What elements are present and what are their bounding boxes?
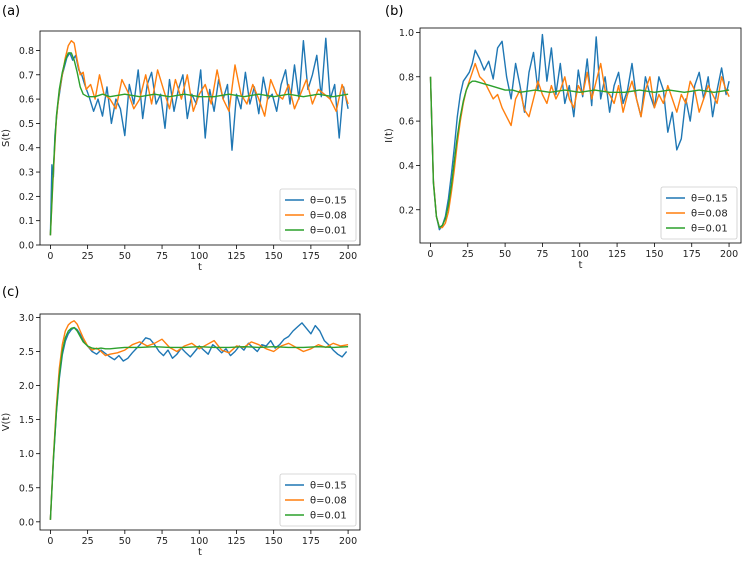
x-tick-label: 200 [720, 249, 738, 260]
x-axis-label: t [579, 260, 583, 271]
y-tick-label: 0.0 [19, 241, 34, 252]
x-tick-label: 125 [227, 251, 245, 262]
y-tick-label: 1.0 [19, 449, 34, 460]
x-tick-label: 0 [47, 251, 53, 262]
x-tick-label: 125 [227, 536, 245, 547]
legend-label: θ=0.01 [691, 224, 728, 235]
y-tick-label: 1.0 [399, 28, 414, 39]
y-tick-label: 0.0 [19, 517, 34, 528]
legend: θ=0.15 θ=0.08 θ=0.01 [660, 186, 738, 240]
series-line-3 [49, 326, 349, 520]
chart-panel-1: (a) 0 25 50 75 100 125 150 175 200 0.0 0.1 0.2 0.3 0.4… [1, 4, 361, 273]
legend-box [279, 188, 357, 242]
x-tick-label: 175 [302, 251, 320, 262]
y-tick-label: 0.5 [19, 483, 34, 494]
series-group [49, 37, 349, 236]
legend: θ=0.15 θ=0.08 θ=0.01 [279, 188, 357, 242]
x-tick-label: 25 [462, 249, 474, 260]
x-tick-label: 0 [47, 536, 53, 547]
x-axis-label: t [198, 547, 202, 558]
y-tick-label: 0.7 [19, 70, 34, 81]
x-tick-label: 175 [683, 249, 701, 260]
x-tick-label: 150 [265, 251, 283, 262]
series-line-2 [49, 320, 349, 520]
x-tick-label: 200 [339, 251, 357, 262]
x-tick-label: 75 [156, 251, 168, 262]
x-tick-label: 0 [427, 249, 433, 260]
panel-label: (a) [2, 4, 20, 19]
chart-panel-3: (c) 0 25 50 75 100 125 150 175 200 0.0 0.5 1.0 1.5 2.0… [1, 285, 361, 558]
legend-label: θ=0.01 [310, 511, 347, 522]
series-line-2 [49, 40, 349, 236]
x-axis-label: t [198, 262, 202, 273]
x-tick-label: 25 [82, 251, 94, 262]
y-tick-label: 2.5 [19, 347, 34, 358]
chart-panel-2: (b) 0 25 50 75 100 125 150 175 200 0.2 0.4 0.6 0.8 1.0… [384, 4, 742, 271]
y-tick-label: 0.5 [19, 119, 34, 130]
x-tick-label: 50 [119, 251, 131, 262]
x-tick-label: 50 [119, 536, 131, 547]
plot-frame [39, 30, 361, 246]
x-tick-label: 25 [82, 536, 94, 547]
legend-box [660, 186, 738, 240]
series-line-1 [49, 37, 349, 236]
series-group [429, 33, 730, 231]
y-tick-label: 0.6 [19, 95, 34, 106]
series-group [49, 320, 349, 520]
x-tick-label: 50 [499, 249, 511, 260]
y-tick-label: 1.5 [19, 415, 34, 426]
legend-label: θ=0.08 [310, 496, 347, 507]
panel-label: (c) [2, 285, 19, 300]
x-tick-label: 150 [645, 249, 663, 260]
x-tick-label: 150 [265, 536, 283, 547]
plot-frame [39, 313, 361, 531]
y-tick-label: 0.4 [19, 143, 34, 154]
y-tick-label: 2.0 [19, 381, 34, 392]
legend-label: θ=0.15 [310, 481, 347, 492]
legend-box [279, 473, 357, 527]
series-line-3 [49, 52, 349, 236]
legend-label: θ=0.15 [310, 196, 347, 207]
y-tick-label: 3.0 [19, 313, 34, 324]
x-tick-label: 125 [608, 249, 626, 260]
y-tick-label: 0.3 [19, 168, 34, 179]
plot-frame [419, 27, 742, 244]
y-tick-label: 0.4 [399, 161, 414, 172]
x-tick-label: 75 [536, 249, 548, 260]
y-tick-label: 0.8 [19, 46, 34, 57]
legend: θ=0.15 θ=0.08 θ=0.01 [279, 473, 357, 527]
y-tick-label: 0.8 [399, 72, 414, 83]
x-tick-label: 100 [190, 536, 208, 547]
x-tick-label: 100 [190, 251, 208, 262]
legend-label: θ=0.15 [691, 194, 728, 205]
legend-label: θ=0.08 [310, 211, 347, 222]
panel-label: (b) [385, 4, 403, 19]
y-tick-label: 0.2 [19, 192, 34, 203]
y-axis-label: V(t) [1, 413, 12, 432]
x-tick-label: 75 [156, 536, 168, 547]
y-tick-label: 0.2 [399, 205, 414, 216]
legend-label: θ=0.08 [691, 209, 728, 220]
legend-label: θ=0.01 [310, 226, 347, 237]
x-tick-label: 100 [571, 249, 589, 260]
x-tick-label: 175 [302, 536, 320, 547]
y-axis-label: S(t) [1, 129, 12, 147]
x-tick-label: 200 [339, 536, 357, 547]
y-axis-label: I(t) [384, 128, 395, 143]
series-line-1 [429, 33, 730, 231]
y-tick-label: 0.1 [19, 216, 34, 227]
y-tick-label: 0.6 [399, 117, 414, 128]
series-line-3 [429, 76, 730, 229]
